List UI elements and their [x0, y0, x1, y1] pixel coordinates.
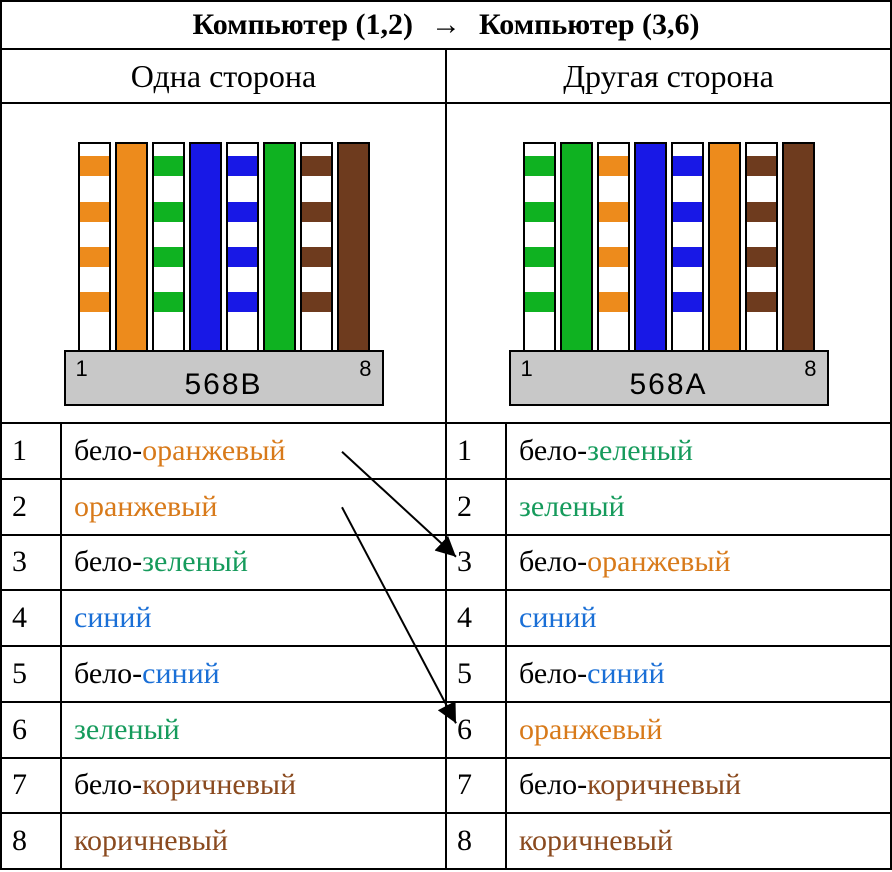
subheader-row: Одна сторона Другая сторона	[2, 50, 890, 104]
pin-number: 8	[447, 814, 507, 868]
subheader-right: Другая сторона	[447, 50, 890, 102]
wire	[115, 142, 148, 352]
wire	[300, 142, 333, 352]
pin-number: 1	[2, 424, 62, 478]
wire	[263, 142, 296, 352]
pin-number: 3	[447, 536, 507, 590]
table-row: 3бело-оранжевый	[447, 536, 890, 592]
title-arrow: →	[431, 8, 461, 42]
wire	[782, 142, 815, 352]
wire	[708, 142, 741, 352]
wire	[337, 142, 370, 352]
pin-number: 5	[447, 647, 507, 701]
pinout-table: 1бело-оранжевый2оранжевый3бело-зеленый4с…	[2, 424, 890, 868]
wire	[78, 142, 111, 352]
wire	[671, 142, 704, 352]
table-row: 7бело-коричневый	[2, 759, 445, 815]
standard-label-left: 568B	[66, 368, 382, 402]
connector-base-left: 1 8 568B	[64, 350, 384, 406]
wire-color-label: зеленый	[62, 703, 445, 757]
title-left: Компьютер (1,2)	[192, 8, 413, 42]
pin-number: 2	[447, 480, 507, 534]
table-row: 4синий	[2, 591, 445, 647]
pin-number: 1	[447, 424, 507, 478]
pin-number: 4	[2, 591, 62, 645]
pin-number: 4	[447, 591, 507, 645]
table-row: 8коричневый	[2, 814, 445, 868]
wire-color-label: коричневый	[62, 814, 445, 868]
subheader-left: Одна сторона	[2, 50, 447, 102]
table-row: 1бело-зеленый	[447, 424, 890, 480]
pin-number: 6	[2, 703, 62, 757]
table-row: 6зеленый	[2, 703, 445, 759]
crossover-cable-diagram: Компьютер (1,2) → Компьютер (3,6) Одна с…	[0, 0, 892, 870]
diagram-row: 1 8 568B 1 8 568A	[2, 104, 890, 424]
wire	[152, 142, 185, 352]
wire	[523, 142, 556, 352]
connector-base-right: 1 8 568A	[509, 350, 829, 406]
table-row: 5бело-синий	[2, 647, 445, 703]
title-right: Компьютер (3,6)	[479, 8, 700, 42]
wire-color-label: бело-коричневый	[62, 759, 445, 813]
wire	[597, 142, 630, 352]
table-row: 2зеленый	[447, 480, 890, 536]
wire-color-label: бело-синий	[62, 647, 445, 701]
wire-color-label: бело-оранжевый	[62, 424, 445, 478]
wire-color-label: оранжевый	[62, 480, 445, 534]
wire	[189, 142, 222, 352]
title-row: Компьютер (1,2) → Компьютер (3,6)	[2, 2, 890, 50]
table-row: 2оранжевый	[2, 480, 445, 536]
connector-568b: 1 8 568B	[64, 142, 384, 406]
table-row: 6оранжевый	[447, 703, 890, 759]
wire-color-label: бело-зеленый	[507, 424, 890, 478]
pin-number: 8	[2, 814, 62, 868]
pin-number: 2	[2, 480, 62, 534]
pin-number: 7	[2, 759, 62, 813]
wire-color-label: синий	[507, 591, 890, 645]
table-row: 8коричневый	[447, 814, 890, 868]
diagram-cell-right: 1 8 568A	[447, 104, 890, 422]
table-row: 5бело-синий	[447, 647, 890, 703]
wire-color-label: зеленый	[507, 480, 890, 534]
wire	[634, 142, 667, 352]
table-row: 7бело-коричневый	[447, 759, 890, 815]
table-row: 3бело-зеленый	[2, 536, 445, 592]
wire-color-label: синий	[62, 591, 445, 645]
pin-number: 5	[2, 647, 62, 701]
diagram-cell-left: 1 8 568B	[2, 104, 447, 422]
wire-color-label: коричневый	[507, 814, 890, 868]
wire	[745, 142, 778, 352]
pinout-col-left: 1бело-оранжевый2оранжевый3бело-зеленый4с…	[2, 424, 447, 868]
pin-number: 3	[2, 536, 62, 590]
connector-568a: 1 8 568A	[509, 142, 829, 406]
pin-number: 7	[447, 759, 507, 813]
wire-color-label: бело-зеленый	[62, 536, 445, 590]
wire-color-label: бело-оранжевый	[507, 536, 890, 590]
table-row: 4синий	[447, 591, 890, 647]
standard-label-right: 568A	[511, 368, 827, 402]
table-row: 1бело-оранжевый	[2, 424, 445, 480]
wire-color-label: бело-синий	[507, 647, 890, 701]
pin-number: 6	[447, 703, 507, 757]
wire-color-label: бело-коричневый	[507, 759, 890, 813]
wire-color-label: оранжевый	[507, 703, 890, 757]
wire	[226, 142, 259, 352]
pinout-col-right: 1бело-зеленый2зеленый3бело-оранжевый4син…	[447, 424, 890, 868]
wire	[560, 142, 593, 352]
